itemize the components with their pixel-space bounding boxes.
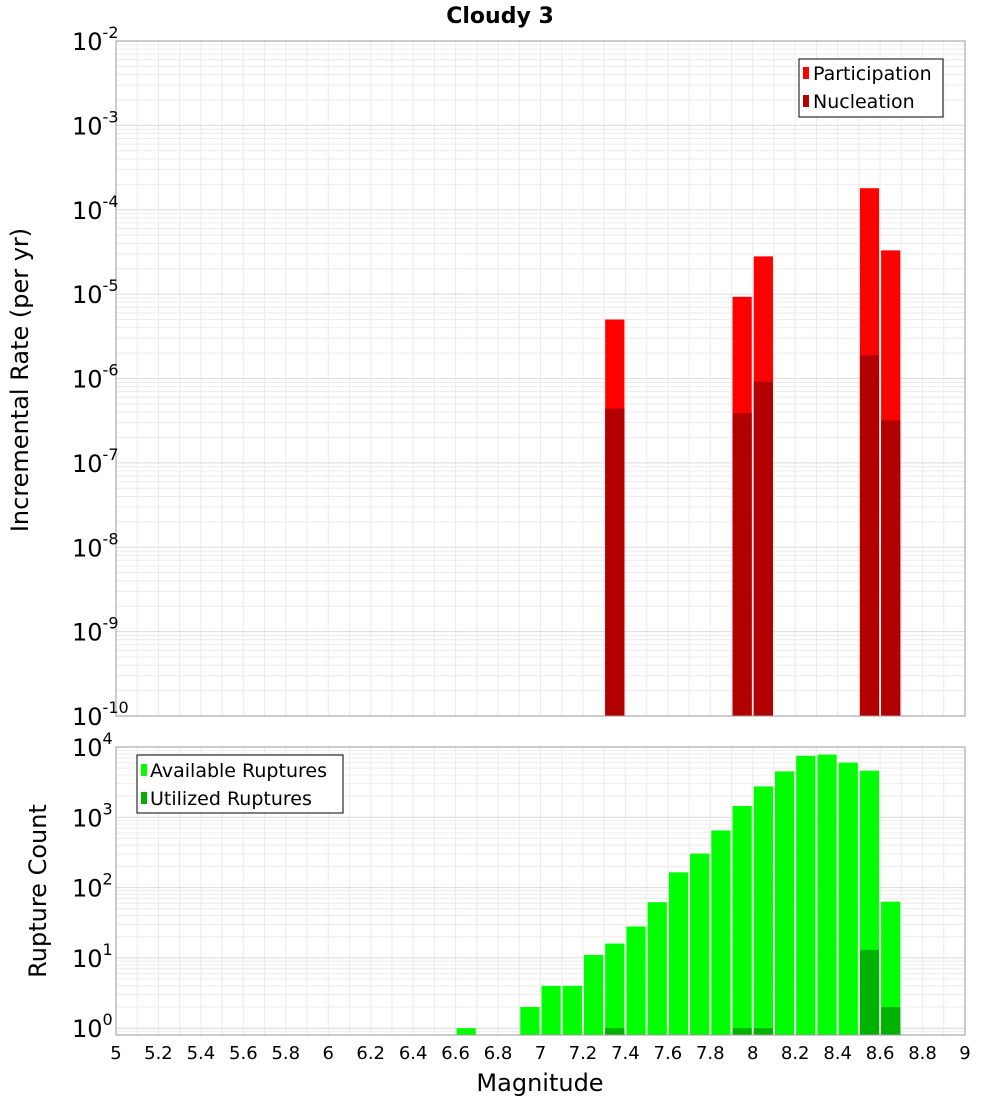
- bottom-bar-s2: [881, 1007, 901, 1035]
- bottom-bars: [456, 754, 901, 1035]
- bottom-legend: Available Ruptures Utilized Ruptures: [136, 754, 344, 814]
- x-tick-label: 6.8: [484, 1043, 513, 1064]
- bottom-bar-s1: [583, 954, 604, 1035]
- x-tick-label: 6.2: [356, 1043, 385, 1064]
- x-tick-label: 5: [110, 1043, 121, 1064]
- bottom-bar-s1: [605, 943, 625, 1035]
- bottom-y-tick-label: 101: [72, 940, 113, 973]
- legend-swatch-available: [141, 764, 147, 776]
- bottom-bar-s2: [605, 1028, 625, 1035]
- bottom-bar-s1: [732, 805, 752, 1035]
- x-tick-label: 8.4: [823, 1043, 852, 1064]
- x-axis-label: Magnitude: [476, 1069, 603, 1097]
- top-bar-s2: [605, 408, 625, 716]
- x-tick-label: 8.2: [781, 1043, 810, 1064]
- bottom-bar-s1: [796, 755, 816, 1035]
- legend-label-nucleation: Nucleation: [813, 91, 915, 113]
- top-y-tick-label: 10-4: [72, 192, 119, 225]
- x-tick-label: 5.6: [229, 1043, 258, 1064]
- x-tick-label: 5.8: [271, 1043, 300, 1064]
- x-tick-label: 5.4: [187, 1043, 216, 1064]
- top-y-tick-label: 10-10: [72, 698, 129, 731]
- top-grid: [115, 40, 966, 717]
- x-tick-labels: 5 5.2 5.4 5.6 5.8 6 6.2 6.4 6.6 6.8 7 7.2 7.4 7.6 7.8 8…: [110, 1043, 970, 1064]
- top-legend: Participation Nucleation: [798, 58, 944, 118]
- top-y-tick-labels: 10-2 10-3 10-4 10-5 10-6 10-7 10-8 10-9 10-10: [72, 23, 129, 731]
- bottom-bar-s1: [774, 771, 795, 1035]
- top-y-tick-label: 10-7: [72, 445, 119, 478]
- top-y-tick-label: 10-9: [72, 614, 119, 647]
- bottom-bar-s1: [541, 985, 561, 1035]
- bottom-y-axis-label: Rupture Count: [24, 804, 52, 978]
- top-y-tick-label: 10-5: [72, 276, 119, 309]
- top-y-tick-label: 10-3: [72, 107, 119, 140]
- bottom-bar-s1: [456, 1028, 476, 1035]
- legend-label-utilized: Utilized Ruptures: [150, 788, 312, 810]
- x-tick-label: 7.4: [611, 1043, 640, 1064]
- bottom-y-tick-labels: 104 103 102 101 100: [72, 729, 113, 1043]
- x-tick-label: 8.8: [908, 1043, 937, 1064]
- bottom-bar-s2: [753, 1028, 773, 1035]
- top-plot-panel: 10-2 10-3 10-4 10-5 10-6 10-7 10-8 10-9 10-10 In…: [6, 23, 966, 731]
- x-tick-label: 7.2: [569, 1043, 598, 1064]
- bottom-bar-s1: [711, 830, 731, 1035]
- bottom-bar-s1: [520, 1007, 540, 1035]
- top-bar-s2: [881, 420, 901, 716]
- top-bar-s2: [753, 381, 773, 716]
- top-bar-s2: [732, 413, 752, 716]
- top-y-axis-label: Incremental Rate (per yr): [6, 228, 34, 532]
- bottom-y-tick-label: 102: [72, 870, 113, 903]
- top-legend-box: [798, 58, 944, 118]
- bottom-bar-s1: [817, 754, 837, 1035]
- x-tick-label: 9: [959, 1043, 970, 1064]
- chart-title: Cloudy 3: [446, 4, 554, 29]
- legend-label-available: Available Ruptures: [150, 760, 327, 782]
- x-tick-label: 6.4: [399, 1043, 428, 1064]
- bottom-bar-s1: [562, 985, 582, 1035]
- bottom-plot-panel: 104 103 102 101 100 5 5.2 5.4 5.6 5.8 6 6.2 6.4 6.6 6…: [24, 729, 971, 1097]
- top-bar-s2: [859, 354, 880, 716]
- top-plot-frame: [115, 40, 966, 717]
- bottom-bar-s1: [647, 902, 667, 1035]
- x-tick-label: 6.6: [441, 1043, 470, 1064]
- top-bars: [605, 188, 901, 717]
- x-tick-label: 5.2: [144, 1043, 173, 1064]
- x-tick-label: 7: [535, 1043, 546, 1064]
- x-tick-label: 7.6: [654, 1043, 683, 1064]
- bottom-bar-s1: [753, 786, 773, 1035]
- legend-swatch-nucleation: [803, 95, 809, 107]
- x-tick-label: 7.8: [696, 1043, 725, 1064]
- bottom-bar-s1: [690, 853, 710, 1035]
- top-y-tick-label: 10-2: [72, 23, 119, 56]
- bottom-y-tick-label: 100: [72, 1010, 113, 1043]
- bottom-bar-s1: [668, 872, 689, 1035]
- bottom-legend-box: [136, 754, 344, 814]
- legend-swatch-participation: [803, 67, 809, 79]
- top-y-tick-label: 10-8: [72, 529, 119, 562]
- bottom-bar-s1: [626, 926, 646, 1035]
- bottom-y-tick-label: 103: [72, 799, 113, 832]
- bottom-bar-s1: [838, 762, 858, 1035]
- bottom-plot-frame: [115, 746, 966, 1036]
- top-y-tick-label: 10-6: [72, 361, 119, 394]
- bottom-bar-s2: [732, 1028, 752, 1035]
- bottom-bar-s1: [881, 901, 901, 1035]
- x-tick-label: 8.6: [866, 1043, 895, 1064]
- legend-swatch-utilized: [141, 792, 147, 804]
- legend-label-participation: Participation: [813, 63, 932, 85]
- bottom-y-tick-label: 104: [72, 729, 113, 762]
- x-tick-label: 6: [323, 1043, 334, 1064]
- bottom-bar-s2: [859, 949, 880, 1035]
- x-tick-label: 8: [747, 1043, 758, 1064]
